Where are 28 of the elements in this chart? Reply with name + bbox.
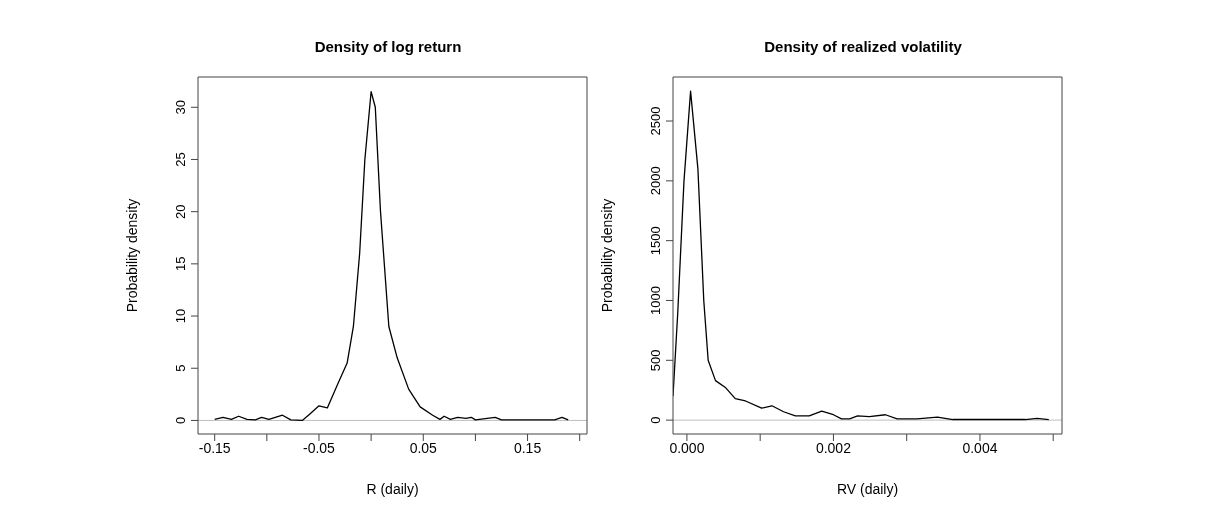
chart-title: Density of log return: [313, 38, 463, 57]
x-tick-label: 0.05: [409, 439, 438, 456]
x-axis-title: RV (daily): [836, 481, 899, 497]
line-series: [214, 90, 569, 422]
y-tick-label: 500: [648, 349, 663, 372]
x-tick-label: -0.05: [303, 439, 336, 456]
y-tick-label: 0: [173, 416, 188, 425]
line-series: [673, 90, 1050, 421]
y-tick-label: 1500: [648, 226, 663, 256]
y-tick-label: 30: [173, 100, 188, 115]
x-tick-label: 0.004: [962, 439, 998, 456]
y-tick-label: 25: [173, 152, 188, 167]
y-tick-label: 20: [173, 204, 188, 219]
y-tick-label: 0: [648, 416, 663, 424]
y-axis-title: Probability density: [598, 198, 615, 313]
y-tick-label: 2000: [648, 166, 663, 196]
y-tick-label: 2500: [648, 106, 663, 136]
y-tick-label: 1000: [648, 286, 663, 315]
x-axis-title: R (daily): [366, 481, 419, 497]
y-tick-label: 15: [173, 256, 188, 272]
x-tick-label: 0.15: [513, 439, 542, 456]
y-axis-title: Probability density: [123, 198, 140, 313]
chart-title: Density of realized volatility: [763, 38, 963, 57]
x-tick-label: 0.000: [669, 439, 705, 456]
x-tick-label: 0.002: [815, 439, 852, 456]
y-tick-label: 10: [173, 308, 188, 324]
x-tick-label: -0.15: [198, 439, 231, 456]
y-tick-label: 5: [173, 364, 188, 372]
